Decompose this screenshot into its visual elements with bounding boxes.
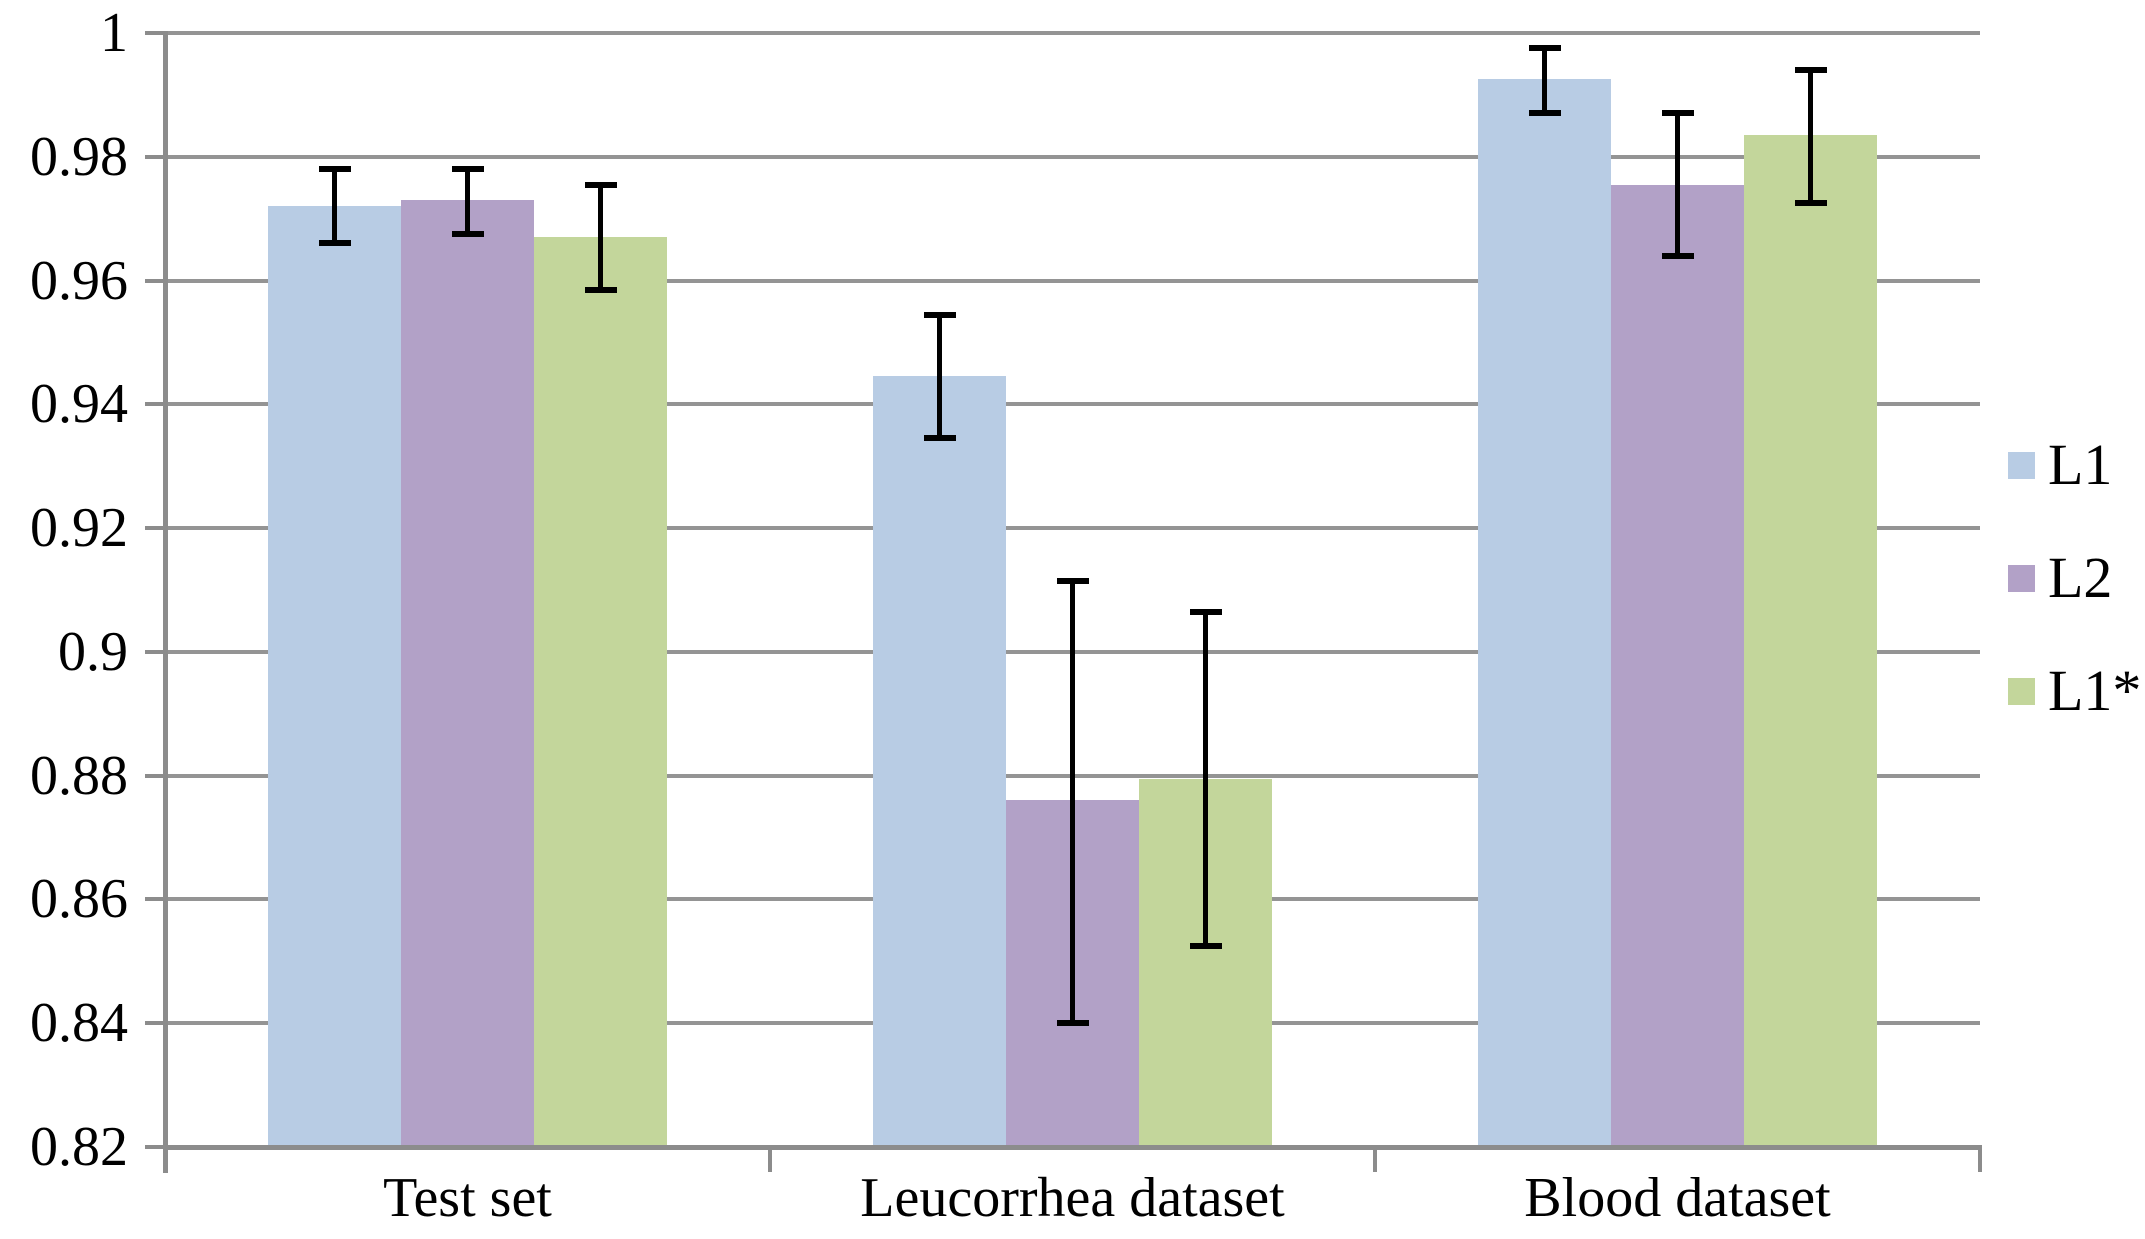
bar-l1-test-set: [268, 206, 401, 1147]
y-tick-label: 0.86: [30, 868, 128, 931]
error-bar-cap: [1189, 942, 1222, 949]
error-bar-cap: [1794, 67, 1827, 74]
error-bar-cap: [1794, 200, 1827, 207]
y-tick-label: 0.92: [30, 497, 128, 560]
legend-swatch-l1: [2008, 451, 2035, 479]
legend-label-l1: L1: [2048, 432, 2113, 497]
y-tick-label: 0.88: [30, 744, 128, 807]
error-bar-stem: [1070, 580, 1075, 1024]
y-tick-label: 0.84: [30, 992, 128, 1055]
error-bar-cap: [1056, 577, 1089, 584]
y-tick-label: 0.9: [58, 620, 128, 683]
error-bar-stem: [1542, 48, 1547, 114]
y-axis-tick: [145, 526, 165, 531]
bar-l1star-test-set: [534, 237, 667, 1147]
legend-swatch-l1-star: [2008, 677, 2035, 705]
error-bar-cap: [584, 286, 617, 293]
y-axis-tick: [145, 649, 165, 654]
legend-item-l1: L1: [2008, 436, 2141, 494]
x-axis-line: [163, 1145, 1982, 1150]
error-bar-cap: [923, 435, 956, 442]
error-bar-stem: [465, 169, 470, 235]
y-tick-label: 0.98: [30, 125, 128, 188]
error-bar-stem: [332, 169, 337, 244]
y-axis-tick: [145, 1145, 165, 1149]
legend-label-l2: L2: [2048, 545, 2113, 610]
y-tick-label: 0.96: [30, 249, 128, 312]
error-bar-stem: [1808, 70, 1813, 204]
x-axis-tick: [768, 1147, 772, 1172]
error-bar-cap: [1056, 1020, 1089, 1027]
legend-item-l1-star: L1*: [2008, 662, 2141, 720]
bar-l2-test-set: [401, 200, 534, 1147]
error-bar-cap: [1661, 110, 1694, 117]
bar-l1-blood-dataset: [1478, 79, 1611, 1147]
error-bar-cap: [1661, 252, 1694, 259]
bar-l1star-blood-dataset: [1744, 135, 1877, 1147]
error-bar-cap: [584, 181, 617, 188]
y-axis-tick: [145, 278, 165, 283]
error-bar-cap: [318, 166, 351, 173]
legend-swatch-l2: [2008, 564, 2035, 592]
error-bar-cap: [1189, 608, 1222, 615]
bar-l2-blood-dataset: [1611, 184, 1744, 1147]
legend-label-l1-star: L1*: [2048, 658, 2142, 723]
y-axis-tick: [145, 402, 165, 407]
y-tick-label: 1: [100, 2, 128, 64]
error-bar-stem: [1675, 113, 1680, 256]
y-axis-line: [163, 31, 168, 1173]
legend-item-l2: L2: [2008, 549, 2141, 607]
gridline: [165, 278, 1980, 283]
y-axis-tick: [145, 31, 165, 35]
x-category-label-test-set: Test set: [383, 1167, 552, 1229]
error-bar-cap: [1528, 110, 1561, 117]
error-bar-cap: [318, 240, 351, 247]
error-bar-cap: [923, 311, 956, 318]
x-axis-tick: [1978, 1147, 1982, 1172]
error-bar-cap: [1528, 45, 1561, 52]
y-tick-label: 0.82: [30, 1116, 128, 1178]
gridline: [165, 31, 1980, 35]
gridline: [165, 526, 1980, 531]
y-axis-tick: [145, 773, 165, 778]
error-bar-cap: [451, 166, 484, 173]
y-axis-tick: [145, 1021, 165, 1026]
x-category-label-leucorrhea-dataset: Leucorrhea dataset: [860, 1167, 1285, 1229]
gridline: [165, 402, 1980, 407]
x-category-label-blood-dataset: Blood dataset: [1524, 1167, 1831, 1229]
bar-l1-leucorrhea-dataset: [873, 376, 1006, 1147]
error-bar-stem: [1203, 611, 1208, 946]
x-axis-tick: [1373, 1147, 1377, 1172]
gridline: [165, 154, 1980, 159]
legend: L1 L2 L1*: [2008, 436, 2141, 775]
error-bar-stem: [598, 184, 603, 290]
y-axis-tick: [145, 154, 165, 159]
y-tick-label: 0.94: [30, 373, 128, 436]
y-axis-tick: [145, 897, 165, 902]
error-bar-cap: [451, 231, 484, 238]
error-bar-stem: [937, 314, 942, 439]
